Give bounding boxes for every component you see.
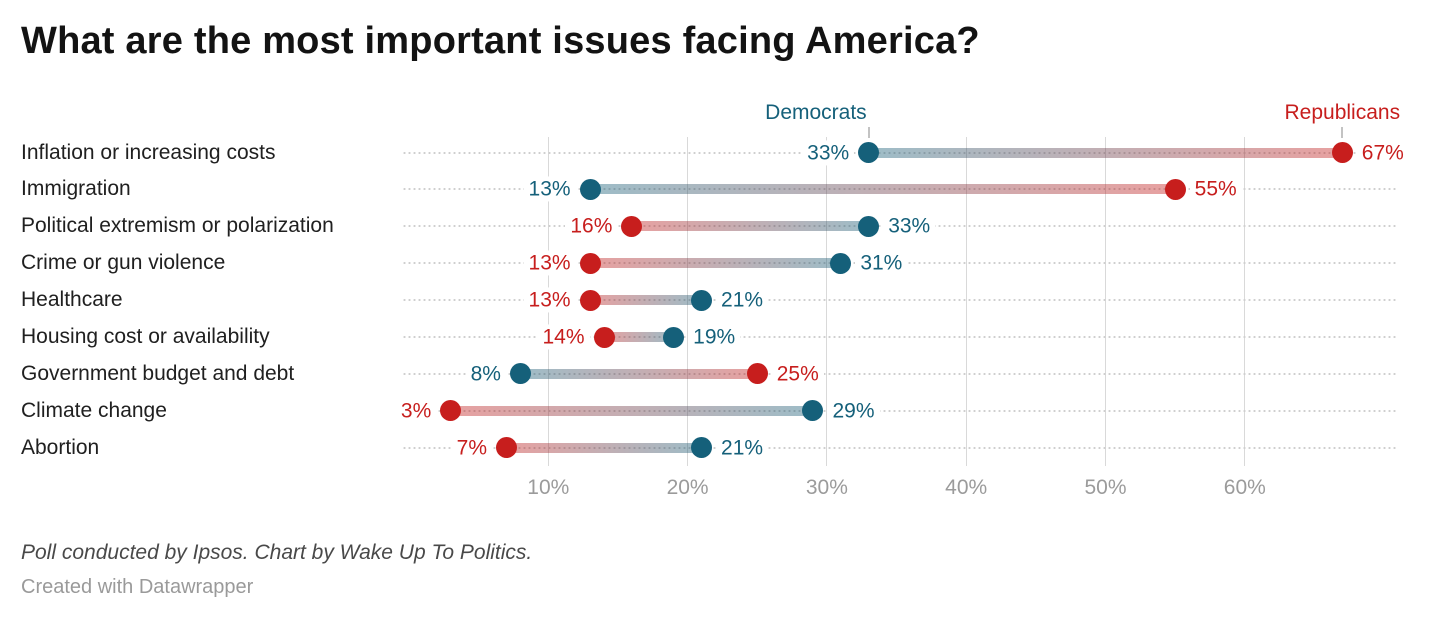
republican-value-label: 25% [771, 361, 824, 387]
gridline [826, 137, 828, 466]
axis-tick-label: 20% [666, 476, 709, 499]
republican-dot [579, 289, 601, 311]
category-label: Government budget and debt [21, 361, 295, 385]
dumbbell-bar [604, 332, 674, 342]
democrat-value-label: 8% [465, 361, 506, 387]
category-label: Crime or gun violence [21, 251, 226, 275]
row-leader-line [402, 336, 1398, 338]
category-label: Healthcare [21, 288, 123, 312]
row-leader-line [402, 409, 1398, 412]
category-label: Abortion [21, 435, 100, 459]
category-label: Political extremism or polarization [21, 214, 334, 238]
republican-dot [593, 326, 615, 348]
republican-value-label: 16% [565, 213, 618, 239]
democrat-dot [802, 400, 824, 422]
dumbbell-bar [590, 258, 841, 269]
democrat-dot [663, 326, 685, 348]
democrat-value-label: 19% [688, 324, 741, 350]
dumbbell-bar [520, 368, 758, 379]
republican-value-label: 7% [451, 435, 492, 461]
page-title: What are the most important issues facin… [21, 20, 980, 62]
category-label: Inflation or increasing costs [21, 140, 276, 164]
democrat-value-label: 13% [523, 176, 576, 202]
republican-dot [440, 400, 462, 422]
republican-dot [1164, 178, 1186, 200]
row-leader-line [402, 151, 1398, 154]
republican-value-label: 14% [537, 324, 590, 350]
democrat-dot [691, 289, 713, 311]
democrat-dot [858, 215, 880, 237]
category-label: Housing cost or availability [21, 325, 270, 348]
axis-tick-label: 40% [945, 476, 988, 499]
source-note: Poll conducted by Ipsos. Chart by Wake U… [21, 541, 533, 564]
republican-value-label: 3% [395, 398, 437, 424]
republican-dot [579, 252, 601, 274]
legend-pointer-tick-democrats [867, 127, 870, 138]
gridline [1105, 137, 1106, 466]
dumbbell-bar [590, 184, 1176, 195]
dumbbell-bar [450, 405, 813, 416]
axis-tick-label: 10% [527, 476, 570, 499]
republican-dot [746, 363, 768, 385]
legend-label-democrats: Democrats [765, 101, 867, 124]
democrat-value-label: 29% [827, 398, 880, 424]
dumbbell-bar [506, 442, 702, 453]
category-label: Immigration [21, 177, 131, 201]
democrat-dot [691, 437, 713, 459]
republican-value-label: 55% [1189, 176, 1242, 202]
gridline [687, 137, 689, 466]
democrat-value-label: 33% [883, 213, 936, 239]
legend-pointer-tick-republicans [1341, 127, 1344, 138]
democrat-value-label: 33% [802, 139, 855, 166]
row-leader-line [402, 372, 1398, 375]
republican-dot [496, 437, 517, 459]
dumbbell-bar [868, 147, 1343, 158]
democrat-dot [858, 142, 880, 163]
row-leader-line [402, 188, 1398, 191]
gridline [965, 137, 967, 466]
republican-value-label: 67% [1356, 139, 1409, 166]
republican-dot [1331, 142, 1353, 163]
democrat-dot [579, 178, 601, 200]
row-leader-line [402, 299, 1398, 302]
dumbbell-bar [590, 295, 702, 306]
democrat-value-label: 21% [716, 435, 769, 461]
dumbbell-bar [631, 221, 869, 232]
republican-value-label: 13% [523, 250, 576, 276]
democrat-dot [830, 252, 852, 274]
gridline [1244, 137, 1246, 466]
axis-tick-label: 60% [1223, 476, 1266, 499]
democrat-value-label: 31% [855, 250, 908, 276]
row-leader-line [402, 446, 1398, 449]
axis-tick-label: 30% [805, 476, 848, 499]
republican-value-label: 13% [523, 287, 576, 313]
axis-tick-label: 50% [1084, 476, 1127, 499]
legend-label-republicans: Republicans [1284, 101, 1401, 124]
republican-dot [621, 215, 643, 237]
category-label: Climate change [21, 398, 167, 422]
democrat-dot [509, 363, 531, 385]
datawrapper-credit: Created with Datawrapper [21, 576, 254, 598]
democrat-value-label: 21% [716, 287, 769, 313]
